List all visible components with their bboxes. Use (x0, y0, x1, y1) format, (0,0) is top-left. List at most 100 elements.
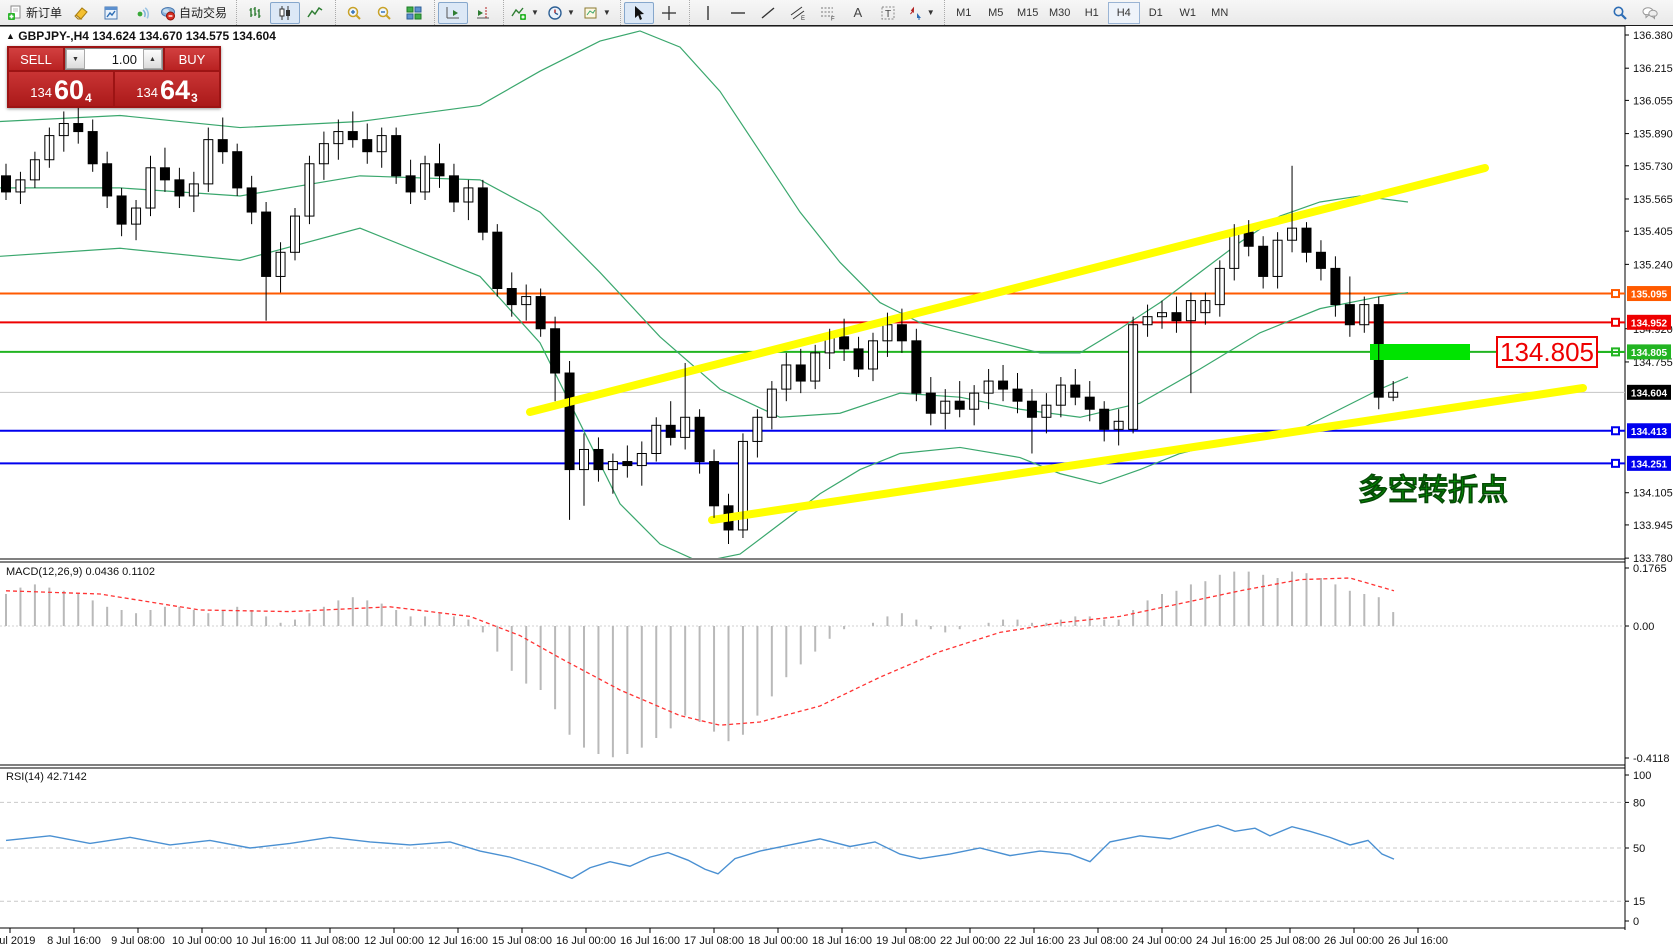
rsi-line (5, 824, 1395, 880)
chart-shift-button[interactable] (468, 2, 498, 24)
timeframe-button-h1[interactable]: H1 (1084, 6, 1099, 19)
eraser-button[interactable] (66, 2, 96, 24)
timeframe-button-w1[interactable]: W1 (1179, 6, 1196, 19)
bar-chart-button[interactable] (240, 2, 270, 24)
periods-caret: ▼ (566, 8, 575, 17)
timeframe-button-m5[interactable]: M5 (988, 6, 1004, 19)
signals-button[interactable] (126, 2, 156, 24)
time-tick-label: 12 Jul 16:00 (428, 935, 488, 947)
candlestick-chart-button[interactable] (270, 1, 301, 24)
crosshair-button[interactable] (654, 2, 684, 24)
price-axis[interactable]: 136.380 136.215 136.055 135.890 135.730 135.5… (1625, 30, 1673, 565)
buy-button[interactable]: BUY (165, 48, 219, 70)
price-annotation-text: 134.805 (1500, 337, 1594, 367)
price-line-label: 135.095 (1631, 290, 1668, 301)
symbol-ohlc-header: ▲ GBPJPY-,H4 134.624 134.670 134.575 134… (6, 29, 276, 43)
chat-button[interactable] (1635, 2, 1665, 24)
time-axis[interactable]: 8 Jul 2019 8 Jul 16:00 9 Jul 08:00 10 Jul 0… (0, 928, 1448, 947)
sell-price-small: 134 (30, 85, 52, 100)
green-highlight-rect[interactable] (1370, 344, 1470, 360)
symbol-name: GBPJPY-,H4 (18, 29, 89, 43)
time-tick-label: 18 Jul 16:00 (812, 935, 872, 947)
zoom-in-button[interactable] (339, 2, 369, 24)
text-tool-label: A (853, 5, 863, 20)
horizontal-line-button[interactable] (723, 2, 753, 24)
rsi-label: RSI(14) 42.7142 (6, 771, 87, 783)
candlestick-chart-icon (279, 5, 291, 20)
timeframe-button-m30[interactable]: M30 (1049, 6, 1071, 19)
channel-icon: E (790, 6, 805, 21)
search-button[interactable] (1605, 2, 1635, 24)
eraser-icon (74, 6, 88, 20)
trendline-button[interactable] (753, 2, 783, 24)
rsi-axis-label: 50 (1633, 843, 1645, 855)
time-tick-label: 15 Jul 08:00 (492, 935, 552, 947)
templates-button[interactable]: ▼ (579, 2, 615, 24)
price-line-label-box (1627, 286, 1671, 302)
new-order-icon (8, 5, 21, 20)
arrows-tool-button[interactable]: ▼ (903, 2, 939, 24)
fibonacci-button[interactable]: F (813, 2, 843, 24)
yellow-trendlines[interactable] (526, 164, 1587, 524)
volume-decrease-button[interactable]: ▼ (66, 49, 85, 69)
templates-icon (584, 7, 597, 18)
toolbar-group-zoom (335, 0, 432, 25)
price-line-label: 134.413 (1631, 427, 1668, 438)
price-tick-label: 136.215 (1633, 63, 1673, 75)
timeframe-button-d1[interactable]: D1 (1148, 6, 1163, 19)
chart-shift-icon (477, 6, 490, 18)
autotrade-button[interactable]: 自动交易 (156, 2, 231, 24)
price-tick-label: 136.380 (1633, 30, 1673, 42)
trendline-icon (761, 6, 775, 19)
rsi-pane[interactable] (0, 801, 1625, 902)
templates-caret: ▼ (602, 8, 611, 17)
cursor-button[interactable] (623, 1, 654, 24)
toolbar-group-lines: E F A T ▼ (688, 0, 942, 25)
search-icon (1613, 6, 1627, 20)
rsi-axis-label: 100 (1633, 770, 1651, 782)
tile-windows-icon (406, 6, 422, 19)
cn-annotation-text: 多空转折点 (1358, 474, 1508, 507)
buy-price-button[interactable]: 134 64 3 (115, 72, 219, 106)
zoom-out-button[interactable] (369, 2, 399, 24)
indicators-caret: ▼ (531, 8, 539, 17)
timeframe-button-m15[interactable]: M15 (1017, 6, 1039, 19)
tile-windows-button[interactable] (399, 2, 429, 24)
volume-increase-button[interactable]: ▲ (143, 49, 162, 69)
trendline-upper-channel (526, 164, 1489, 416)
new-order-button[interactable]: 新订单 (3, 2, 66, 24)
text-tool-button[interactable]: A (843, 2, 873, 24)
time-tick-label: 18 Jul 00:00 (748, 935, 808, 947)
text-label-button[interactable]: T (873, 2, 903, 24)
price-line-label-box (1627, 344, 1671, 360)
sell-button[interactable]: SELL (9, 48, 63, 70)
macd-axis-label: 0.00 (1633, 621, 1654, 633)
sell-price-button[interactable]: 134 60 4 (9, 72, 113, 106)
vertical-line-button[interactable] (693, 2, 723, 24)
svg-text:T: T (885, 9, 891, 20)
price-annotation-box[interactable] (1496, 336, 1598, 368)
macd-axis-label: -0.4118 (1633, 753, 1670, 765)
ohlc-open: 134.624 (92, 29, 136, 43)
market-watch-button[interactable] (96, 2, 126, 24)
periods-button[interactable]: ▼ (543, 2, 579, 24)
time-tick-label: 16 Jul 00:00 (556, 935, 616, 947)
equidistant-channel-button[interactable]: E (783, 2, 813, 24)
timeframe-button-h4[interactable]: H4 (1107, 1, 1140, 24)
hline-marker (1611, 317, 1620, 327)
autoscroll-button[interactable] (438, 1, 469, 24)
toolbar-group-right (1602, 0, 1673, 25)
volume-input[interactable]: 1.00 (111, 51, 137, 67)
line-chart-button[interactable] (300, 2, 330, 24)
indicators-button[interactable]: ▼ (507, 2, 543, 24)
text-label-icon: T (881, 6, 895, 20)
time-tick-label: 22 Jul 16:00 (1004, 935, 1064, 947)
macd-pane[interactable] (0, 571, 1625, 758)
timeframe-button-m1[interactable]: M1 (956, 6, 972, 19)
volume-stepper: ▼ 1.00 ▲ (65, 48, 163, 70)
price-tick-label: 135.890 (1633, 129, 1673, 141)
bollinger-upper (0, 30, 1409, 354)
timeframe-button-mn[interactable]: MN (1211, 6, 1229, 19)
